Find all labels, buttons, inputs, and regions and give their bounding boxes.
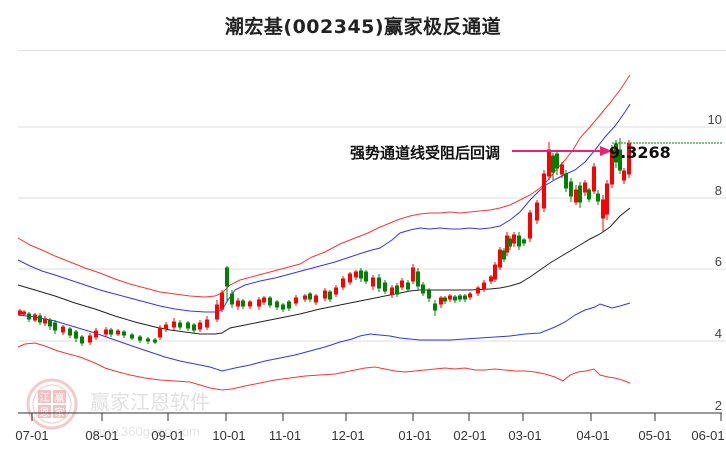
outer-upper-band [17,74,631,298]
arrow-head-icon [600,146,612,156]
x-label: 01-01 [398,428,431,443]
x-label: 10-01 [212,428,245,443]
x-label: 12-01 [331,428,364,443]
x-label: 11-01 [269,428,301,443]
candlesticks [18,138,631,346]
annotation: 强势通道线受阻后回调 9.3268 [350,143,671,162]
chart-title: 潮宏基(002345)赢家极反通道 [224,16,502,38]
watermark-url: www.360gann.com [89,424,200,439]
y-label-2: 2 [715,398,722,413]
price-label: 9.3268 [609,143,671,162]
title-divider [18,50,726,51]
watermark-name: 赢家江恩软件 [90,390,210,414]
x-label: 03-01 [508,428,541,443]
x-axis: 07-01 08-01 09-01 10-01 11-01 12-01 01-0… [15,412,725,443]
x-label: 06-01 [691,428,724,443]
x-label: 08-01 [85,428,118,443]
inner-lower-band [17,302,631,372]
y-label-8: 8 [715,183,722,198]
y-label-6: 6 [715,254,722,269]
x-label: 07-01 [15,428,48,443]
seal-char: 赢 [55,391,65,404]
x-label: 02-01 [453,428,486,443]
outer-lower-band [17,342,631,391]
x-label: 05-01 [638,428,671,443]
x-label: 09-01 [151,428,184,443]
mid-channel-line [17,207,631,335]
y-label-10: 10 [708,112,722,127]
x-label: 04-01 [576,428,609,443]
annotation-text: 强势通道线受阻后回调 [350,144,500,162]
seal-char: 江 [40,392,50,404]
y-axis-labels: 10 8 6 4 2 [708,112,722,413]
y-label-4: 4 [715,326,722,341]
